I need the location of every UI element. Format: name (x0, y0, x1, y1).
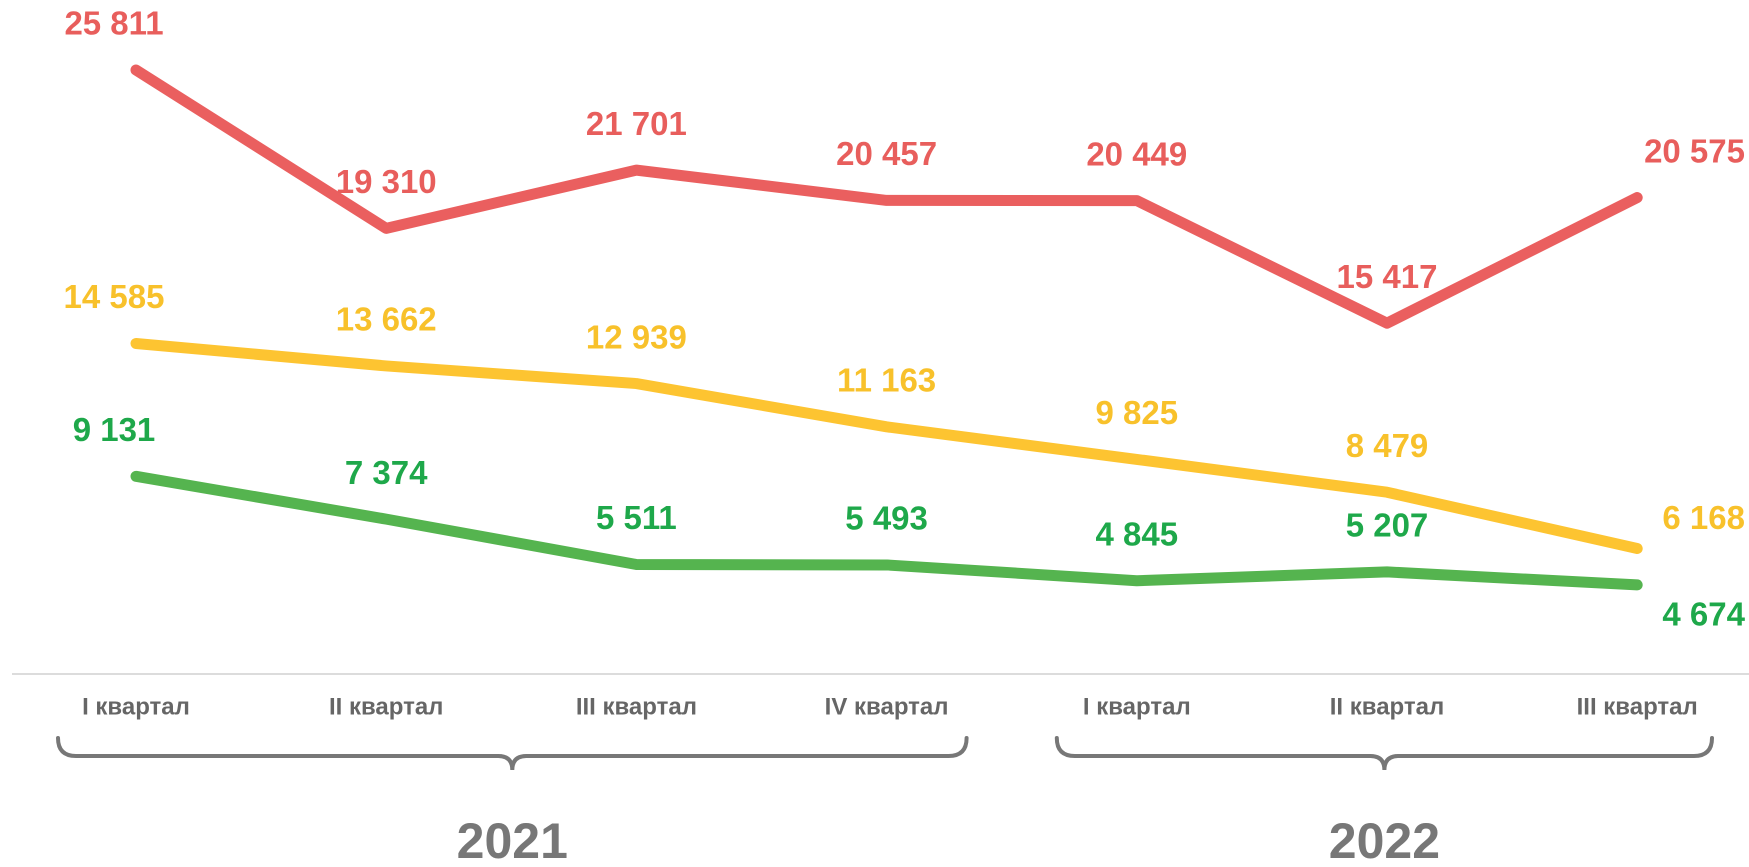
x-tick-label: II квартал (329, 693, 444, 720)
value-label: 20 449 (1086, 135, 1187, 172)
value-label: 12 939 (586, 318, 687, 355)
line (130, 64, 1643, 329)
value-label: 8 479 (1346, 427, 1429, 464)
line (130, 470, 1643, 591)
value-label: 5 511 (596, 499, 677, 536)
value-label: 4 845 (1096, 515, 1179, 552)
x-tick-label: IV квартал (825, 693, 949, 720)
group-brace (1054, 736, 1714, 771)
value-label: 13 662 (336, 301, 437, 338)
value-label: 5 207 (1346, 507, 1429, 544)
value-label: 19 310 (336, 163, 437, 200)
value-label: 20 457 (836, 135, 937, 172)
x-tick-label: III квартал (1577, 693, 1698, 720)
value-label: 15 417 (1337, 258, 1438, 295)
group-label: 2021 (457, 813, 568, 867)
value-label: 6 168 (1662, 499, 1745, 536)
value-label: 5 493 (845, 500, 928, 537)
value-label: 7 374 (345, 454, 428, 491)
group-label: 2022 (1329, 813, 1440, 867)
value-label: 20 575 (1644, 132, 1745, 169)
value-label: 21 701 (586, 105, 687, 142)
value-label: 9 131 (73, 411, 156, 448)
value-label: 25 811 (64, 5, 163, 42)
value-label: 9 825 (1096, 394, 1179, 431)
value-label: 14 585 (64, 278, 165, 315)
group-brace (56, 736, 969, 771)
x-tick-label: III квартал (576, 693, 697, 720)
value-label: 4 674 (1662, 596, 1745, 633)
value-label: 11 163 (837, 362, 936, 399)
x-tick-label: II квартал (1330, 693, 1445, 720)
line (130, 337, 1643, 555)
x-tick-label: I квартал (82, 693, 190, 720)
x-tick-label: I квартал (1083, 693, 1191, 720)
